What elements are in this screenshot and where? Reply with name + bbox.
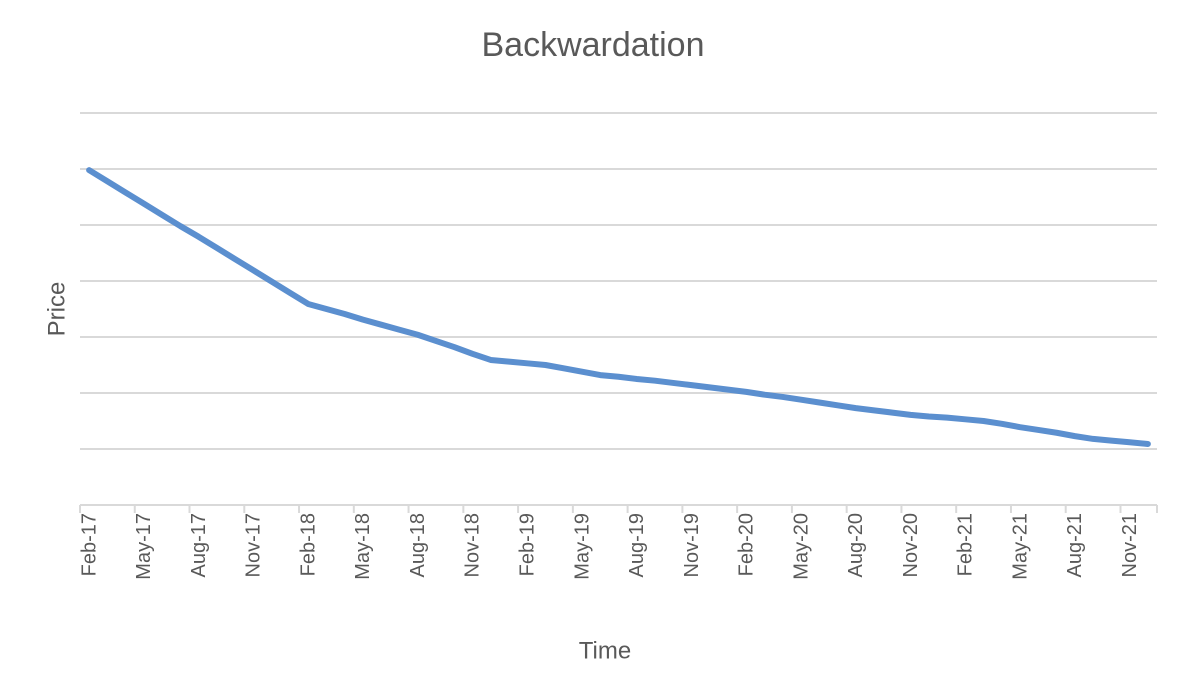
y-axis-label: Price [43,282,70,337]
x-tick-label: Nov-21 [1119,513,1141,577]
x-tick-label: Aug-20 [845,513,867,578]
x-tick-label: Aug-17 [188,513,210,578]
x-tick-label: Nov-20 [900,513,922,577]
x-tick-label: Nov-19 [681,513,703,577]
x-tick-label: Feb-19 [517,513,539,576]
x-tick-label: May-18 [352,513,374,580]
x-tick-label: Aug-19 [626,513,648,578]
x-tick-label: May-21 [1009,513,1031,580]
x-tick-label: May-20 [790,513,812,580]
x-tick-label: Feb-18 [297,513,319,576]
x-axis-label: Time [579,637,631,664]
x-tick-label: Feb-20 [736,513,758,576]
x-tick-label: Feb-17 [78,513,100,576]
data-line [86,167,1151,447]
x-tick-label: May-17 [133,513,155,580]
x-tick-label: May-19 [571,513,593,580]
x-tick-label: Nov-17 [243,513,265,577]
x-tick-label: Aug-21 [1064,513,1086,578]
x-tick-label: Feb-21 [955,513,977,576]
chart-title: Backwardation [481,26,704,64]
x-tick-label: Aug-18 [407,513,429,578]
x-tick-label: Nov-18 [462,513,484,577]
